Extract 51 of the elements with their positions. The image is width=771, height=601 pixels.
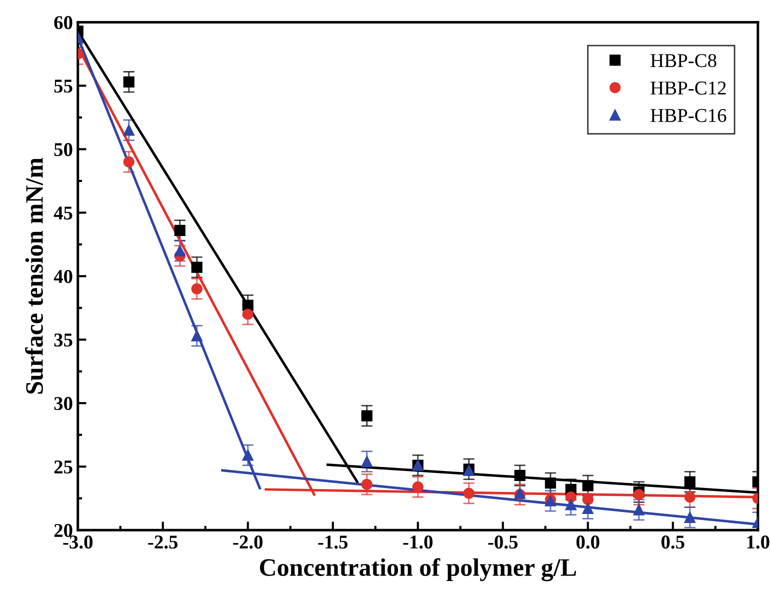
x-tick-label: -2.5 (148, 536, 178, 549)
x-tick-label: -1.5 (318, 536, 348, 549)
point (514, 470, 526, 482)
point (684, 512, 696, 523)
x-axis-title: Concentration of polymer g/L (260, 558, 576, 582)
point (582, 502, 594, 514)
point (242, 300, 254, 311)
y-tick-label: 20 (54, 524, 72, 538)
y-tick-label: 45 (54, 206, 72, 220)
legend-label: HBP-C8 (650, 54, 716, 68)
point (684, 476, 696, 488)
y-tick-label: 55 (54, 80, 72, 93)
point (123, 76, 134, 88)
x-tick-label: -2.0 (233, 536, 263, 549)
x-tick-label: 0.0 (576, 536, 600, 549)
point (582, 480, 594, 492)
x-tick-label: 0.5 (661, 536, 684, 549)
point (633, 488, 644, 500)
point (174, 224, 186, 236)
point (123, 124, 134, 136)
point (684, 492, 696, 503)
point (565, 492, 576, 503)
y-tick-label: 35 (54, 334, 72, 347)
y-tick-label: 25 (54, 460, 72, 474)
x-tick-label: 1.0 (747, 536, 770, 549)
point (361, 456, 372, 468)
point (191, 330, 202, 342)
y-tick-label: 40 (54, 270, 72, 284)
point (174, 245, 186, 256)
point (633, 504, 644, 516)
point (412, 481, 424, 492)
point (242, 308, 254, 320)
point (191, 262, 202, 273)
point (191, 283, 202, 294)
x-tick-label: -3.0 (63, 536, 93, 549)
legend-label: HBP-C12 (650, 82, 726, 95)
point (123, 156, 134, 168)
legend-label: HBP-C16 (650, 109, 726, 122)
y-tick-label: 60 (54, 16, 72, 30)
point (361, 478, 372, 490)
point (242, 450, 254, 461)
point (463, 488, 474, 499)
y-axis-title: Surface tension mN/m (25, 158, 43, 394)
x-tick-label: -0.5 (488, 536, 518, 549)
y-tick-label: 30 (54, 396, 72, 410)
x-tick-label: -1.0 (403, 536, 433, 549)
point (582, 494, 594, 506)
point (544, 478, 556, 489)
point (565, 499, 576, 510)
point (361, 410, 372, 422)
y-tick-label: 50 (54, 143, 72, 156)
